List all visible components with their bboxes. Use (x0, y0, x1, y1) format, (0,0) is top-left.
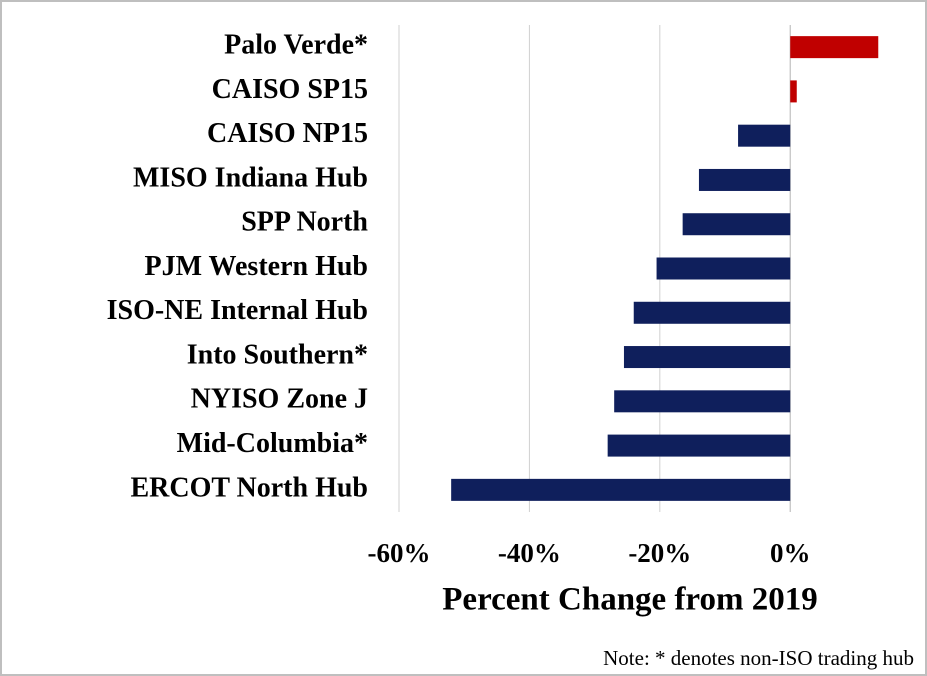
y-tick-label: MISO Indiana Hub (133, 162, 368, 193)
bar (790, 80, 797, 103)
y-tick-label: ISO-NE Internal Hub (107, 295, 368, 326)
y-tick-label: SPP North (241, 207, 368, 238)
bar (623, 346, 791, 369)
bar (738, 124, 791, 147)
y-tick-label: Mid-Columbia* (177, 428, 368, 459)
note: Note: * denotes non-ISO trading hub (603, 646, 914, 670)
y-tick-label: ERCOT North Hub (130, 472, 368, 503)
bar (614, 390, 791, 413)
bar (790, 36, 879, 59)
x-tick-label: -20% (628, 538, 691, 568)
y-tick-label: NYISO Zone J (191, 384, 368, 415)
x-tick-label: -60% (368, 538, 431, 568)
x-axis-title: Percent Change from 2019 (442, 582, 817, 618)
bar (698, 168, 791, 191)
y-tick-label: CAISO NP15 (207, 118, 368, 149)
bar (451, 478, 791, 501)
bar (682, 213, 791, 236)
x-tick-label: 0% (770, 538, 811, 568)
y-tick-label: CAISO SP15 (212, 74, 368, 105)
y-tick-label: PJM Western Hub (145, 251, 368, 282)
bar (607, 434, 791, 457)
bar (633, 301, 791, 324)
x-tick-label: -40% (498, 538, 561, 568)
y-tick-label: Palo Verde* (224, 30, 368, 61)
bar (656, 257, 791, 280)
y-tick-label: Into Southern* (187, 339, 368, 370)
